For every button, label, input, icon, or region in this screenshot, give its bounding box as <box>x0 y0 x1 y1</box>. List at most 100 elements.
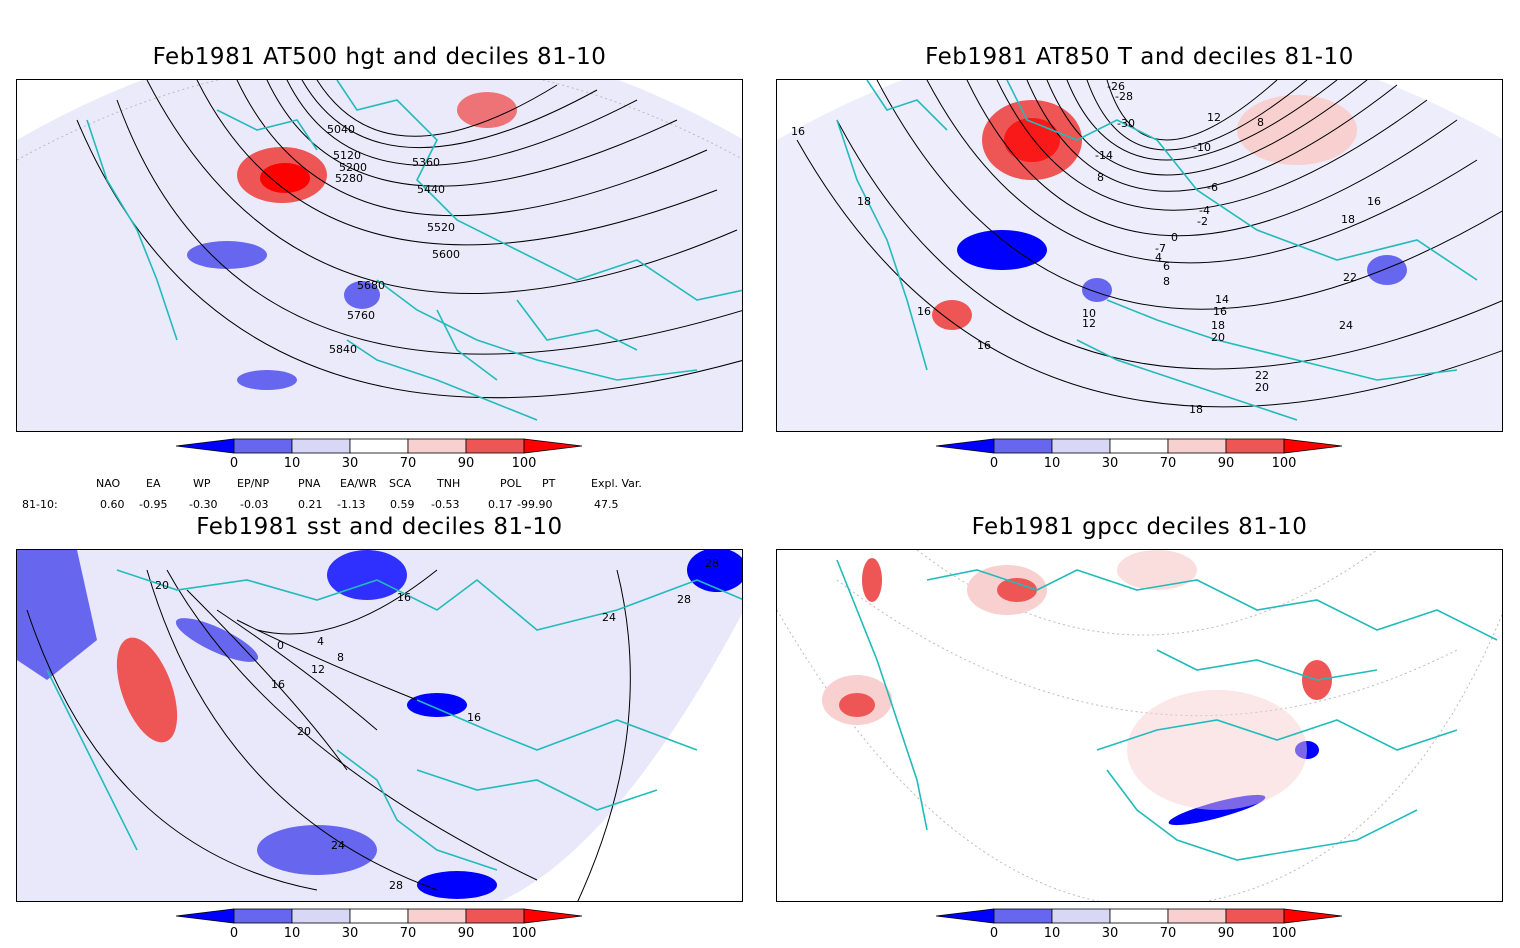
contour-label: 4 <box>1155 251 1162 264</box>
contour-label: 20 <box>1211 331 1225 344</box>
index-header: TNH <box>437 477 461 490</box>
colorbar-swatch <box>1109 908 1169 924</box>
colorbar-arrow-high <box>1283 438 1343 454</box>
colorbar-swatch <box>1225 908 1285 924</box>
map-t850-svg <box>777 80 1502 431</box>
contour-label: -4 <box>1199 204 1210 217</box>
index-header: POL <box>500 477 522 490</box>
contour-label: 8 <box>337 651 344 664</box>
colorbar-arrow-high <box>523 908 583 924</box>
contour-label: -28 <box>1115 90 1133 103</box>
index-value: 47.5 <box>594 498 619 511</box>
index-value: 0.60 <box>100 498 125 511</box>
colorbar-swatch <box>1051 908 1111 924</box>
colorbar-tick: 90 <box>1217 926 1235 941</box>
contour-label: -10 <box>1193 141 1211 154</box>
contour-label: 8 <box>1097 171 1104 184</box>
index-header: Expl. Var. <box>591 477 642 490</box>
colorbar-swatch <box>349 908 409 924</box>
colorbar-swatch <box>1167 438 1227 454</box>
contour-label: 16 <box>1367 195 1381 208</box>
contour-label: 24 <box>331 839 345 852</box>
contour-label: 16 <box>271 678 285 691</box>
colorbar-tick: 30 <box>341 456 359 471</box>
colorbar-swatch <box>1167 908 1227 924</box>
contour-label: 18 <box>857 195 871 208</box>
colorbar-swatch <box>407 438 467 454</box>
index-header: EA <box>146 477 161 490</box>
contour-label: 0 <box>277 639 284 652</box>
colorbar-swatch <box>465 438 525 454</box>
index-header: SCA <box>389 477 412 490</box>
map-hgt-svg <box>17 80 742 431</box>
contour-label: 16 <box>917 305 931 318</box>
colorbar-swatch <box>1051 438 1111 454</box>
colorbar-svg <box>936 438 1343 454</box>
contour-label: 8 <box>1163 275 1170 288</box>
colorbar-arrow-low <box>176 908 235 924</box>
colorbar-tick: 70 <box>399 926 417 941</box>
contour-label: 20 <box>155 579 169 592</box>
colorbar-tick: 30 <box>1101 926 1119 941</box>
contour-label: 12 <box>1082 317 1096 330</box>
colorbar-swatch <box>465 908 525 924</box>
colorbar-tick: 10 <box>1043 926 1061 941</box>
contour-label: 12 <box>311 663 325 676</box>
contour-label: 16 <box>467 711 481 724</box>
map-sst: 20 0 4 8 12 16 20 24 28 28 28 16 24 16 <box>16 549 743 902</box>
index-header: WP <box>193 477 211 490</box>
contour-label: 28 <box>677 593 691 606</box>
contour-label: 24 <box>602 611 616 624</box>
colorbar-svg <box>176 908 583 924</box>
contour-label: 22 <box>1343 271 1357 284</box>
contour-label: 16 <box>397 591 411 604</box>
colorbar-tick: 100 <box>511 926 537 941</box>
contour-label: 12 <box>1207 111 1221 124</box>
contour-label: 16 <box>1213 305 1227 318</box>
contour-label: 16 <box>977 339 991 352</box>
colorbar-svg <box>176 438 583 454</box>
colorbar-arrow-low <box>936 908 995 924</box>
contour-label: 20 <box>297 725 311 738</box>
contour-label: 5440 <box>417 183 445 196</box>
colorbar-tick: 100 <box>511 456 537 471</box>
colorbar-tick: 90 <box>457 926 475 941</box>
map-sst-svg <box>17 550 742 901</box>
contour-label: -14 <box>1095 149 1113 162</box>
colorbar-tick: 0 <box>229 926 239 941</box>
contour-label: 18 <box>1189 403 1203 416</box>
colorbar-gpcc: 0 10 30 70 90 100 <box>936 908 1346 948</box>
panel-title-t850: Feb1981 AT850 T and deciles 81-10 <box>925 44 1354 70</box>
colorbar-arrow-high <box>1283 908 1343 924</box>
colorbar-swatch <box>291 438 351 454</box>
index-value: -0.95 <box>139 498 168 511</box>
colorbar-tick: 100 <box>1271 926 1297 941</box>
colorbar-tick: 70 <box>1159 926 1177 941</box>
colorbar-swatch <box>1225 438 1285 454</box>
index-header: EP/NP <box>237 477 270 490</box>
contour-label: 5760 <box>347 309 375 322</box>
index-value: 0.59 <box>390 498 415 511</box>
contour-label: 5120 <box>333 149 361 162</box>
colorbar-sst: 0 10 30 70 90 100 <box>176 908 586 948</box>
contour-label: -2 <box>1197 215 1208 228</box>
contour-label: 6 <box>1163 260 1170 273</box>
colorbar-tick: 90 <box>457 456 475 471</box>
index-value: -0.53 <box>431 498 460 511</box>
index-value: -0.30 <box>189 498 218 511</box>
index-value: -1.13 <box>337 498 366 511</box>
contour-label: 18 <box>1211 319 1225 332</box>
contour-label: 28 <box>705 557 719 570</box>
contour-label: 22 <box>1255 369 1269 382</box>
colorbar-arrow-low <box>936 438 995 454</box>
colorbar-svg <box>936 908 1343 924</box>
index-value: 0.21 <box>298 498 323 511</box>
colorbar-tick: 30 <box>341 926 359 941</box>
contour-label: 10 <box>1082 307 1096 320</box>
contour-label: 5200 <box>339 161 367 174</box>
colorbar-swatch <box>993 908 1053 924</box>
contour-label: 14 <box>1215 293 1229 306</box>
colorbar-arrow-high <box>523 438 583 454</box>
contour-label: 5040 <box>327 123 355 136</box>
index-header: NAO <box>96 477 121 490</box>
